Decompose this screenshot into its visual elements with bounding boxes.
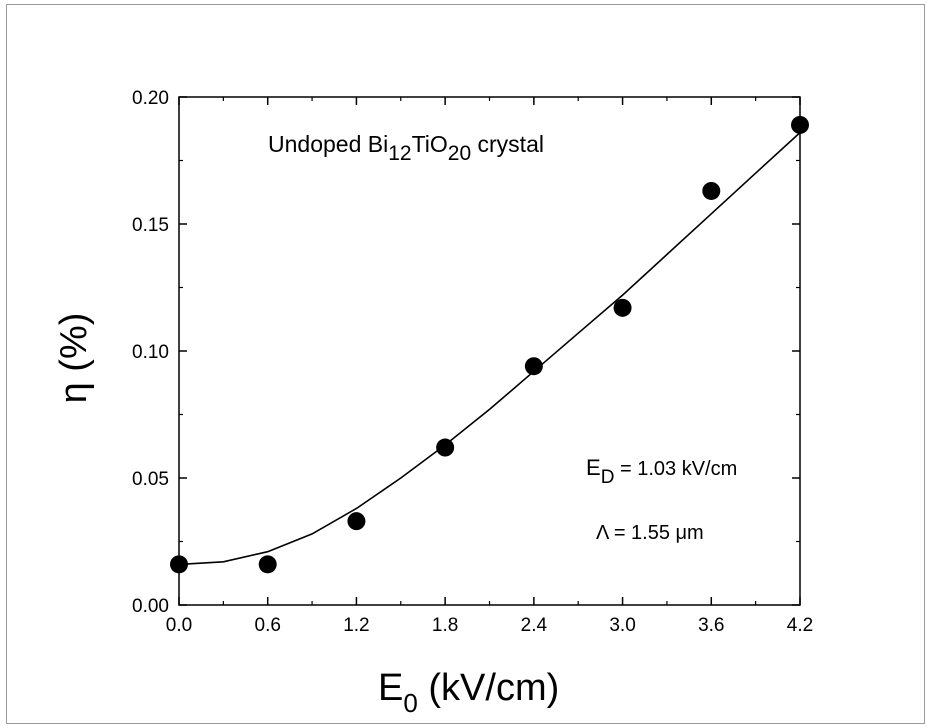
data-point [170,555,188,574]
x-tick-label: 3.6 [698,615,724,636]
y-axis-title: η (%) [53,313,95,404]
x-axis: 0.0 0.6 1.2 1.8 2.4 3.0 3.6 4.2 [166,97,813,636]
crystal-annotation: Undoped Bi12TiO20 crystal [268,131,544,165]
ed-annotation: ED = 1.03 kV/cm [586,455,737,488]
x-tick-label: 0.6 [255,615,281,636]
y-tick-label: 0.05 [132,469,169,490]
data-point [702,181,721,200]
data-point [347,512,366,531]
lambda-annotation: Λ = 1.55 μm [596,522,704,544]
figure-frame [6,4,925,724]
fit-line [178,132,801,566]
data-point [258,555,277,574]
y-tick-label: 0.10 [132,342,169,363]
x-tick-label: 1.8 [432,615,458,636]
data-point [791,115,809,134]
x-tick-label: 2.4 [521,615,548,636]
x-tick-label: 3.0 [609,615,635,636]
x-tick-label: 1.2 [343,615,369,636]
plot-area [178,96,801,606]
data-point [436,438,455,457]
x-tick-label: 0.0 [166,615,192,636]
x-tick-label: 4.2 [787,615,813,636]
x-axis-title: E0 (kV/cm) [378,667,559,718]
data-point [613,298,632,317]
y-tick-label: 0.20 [132,88,169,109]
data-point [524,357,543,376]
y-tick-label: 0.00 [132,596,169,617]
y-tick-label: 0.15 [132,215,169,236]
y-axis: 0.00 0.05 0.10 0.15 0.20 [132,88,800,617]
data-points [170,115,809,574]
